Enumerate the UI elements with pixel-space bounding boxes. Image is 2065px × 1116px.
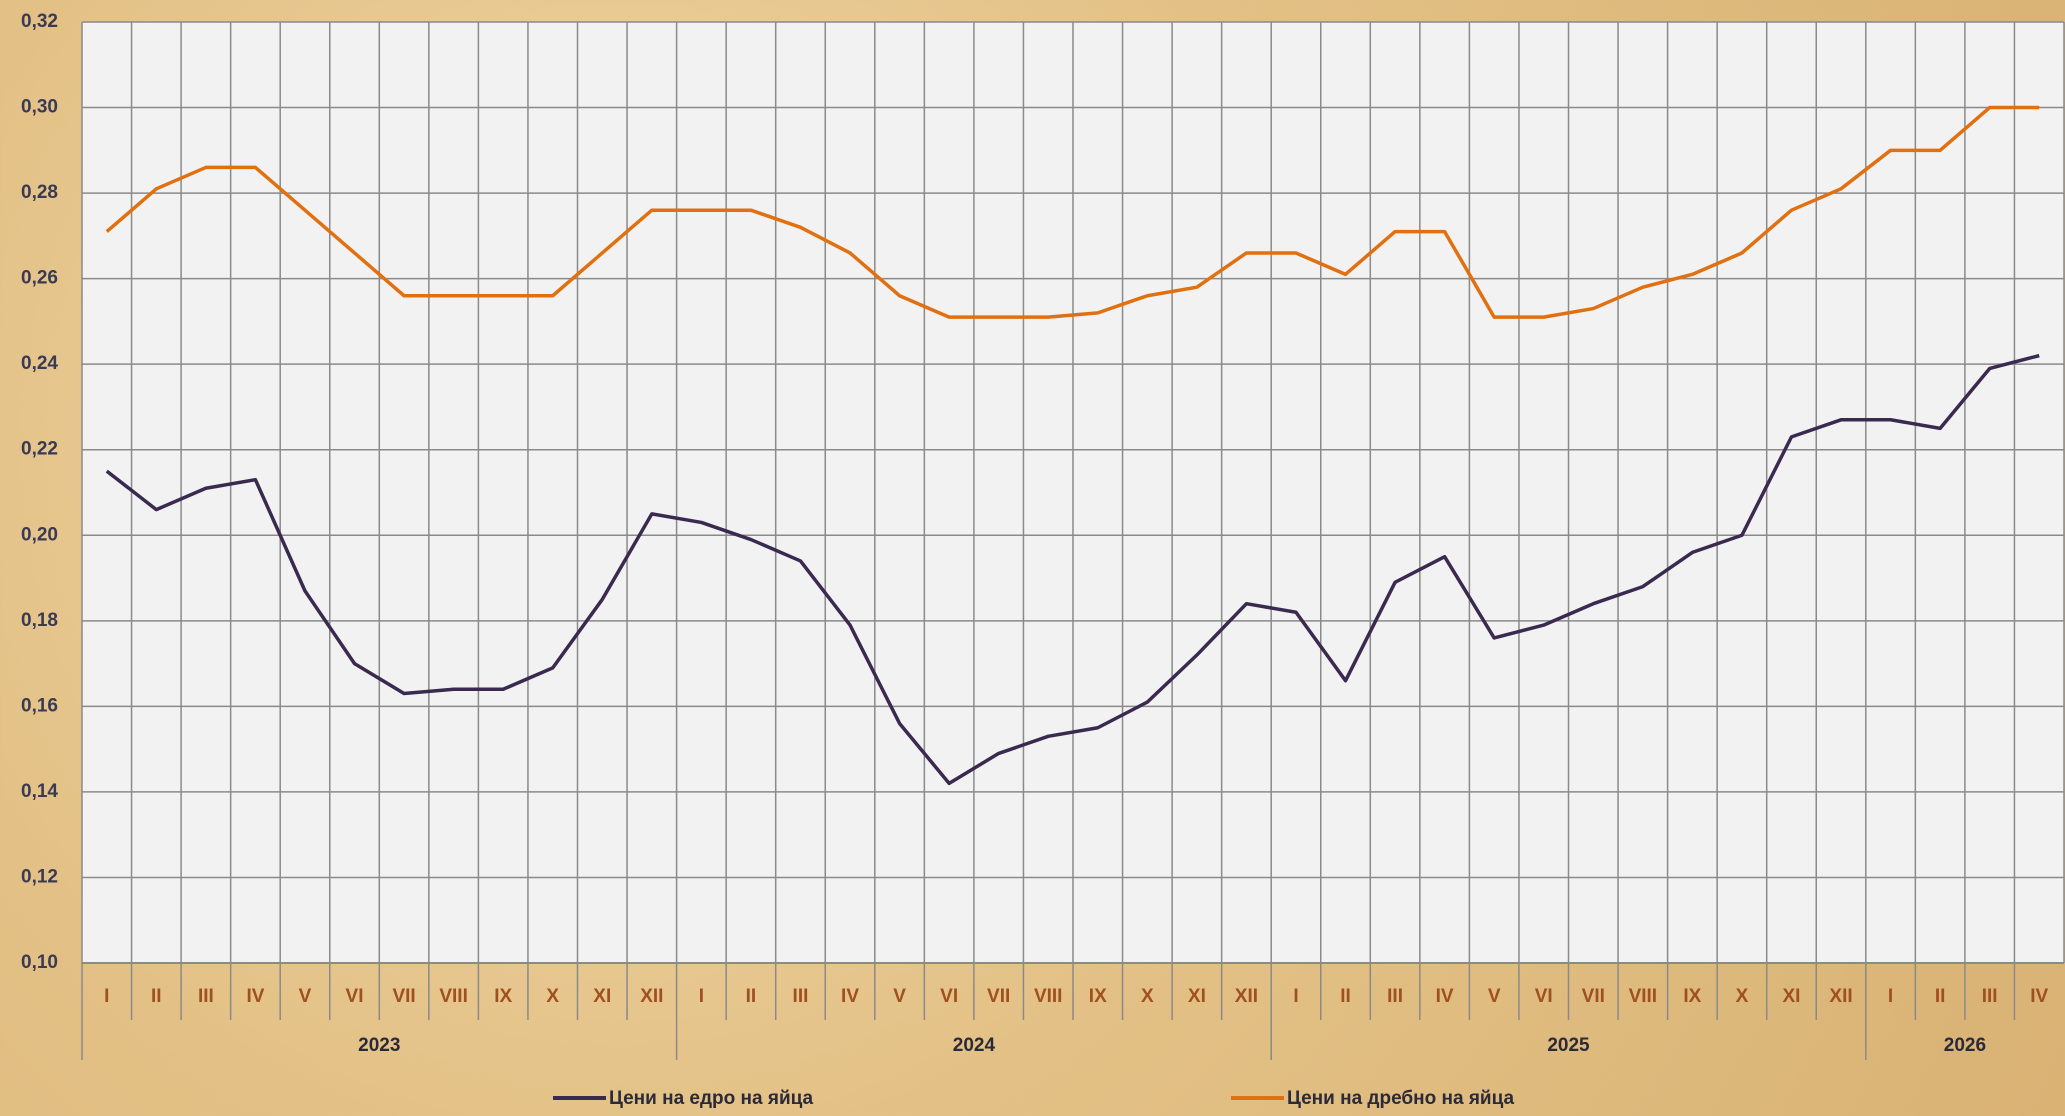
x-tick-label: X	[1141, 986, 1154, 1007]
x-tick-label: II	[1935, 986, 1946, 1007]
y-tick-label: 0,26	[21, 268, 58, 289]
y-tick-label: 0,12	[21, 866, 58, 887]
x-tick-label: VIII	[1034, 986, 1063, 1007]
y-tick-label: 0,20	[21, 524, 58, 545]
x-tick-label: VIII	[1629, 986, 1658, 1007]
x-tick-label: VI	[1535, 986, 1553, 1007]
y-tick-label: 0,24	[21, 353, 58, 374]
x-tick-label: III	[793, 986, 809, 1007]
x-tick-label: IX	[1683, 986, 1701, 1007]
x-tick-label: IX	[494, 986, 512, 1007]
x-tick-label: I	[1293, 986, 1298, 1007]
legend-label: Цени на дребно на яйца	[1287, 1088, 1515, 1109]
y-tick-label: 0,22	[21, 439, 58, 460]
x-tick-label: II	[151, 986, 162, 1007]
x-tick-label: X	[1736, 986, 1749, 1007]
x-tick-label: IV	[246, 986, 264, 1007]
y-tick-label: 0,28	[21, 182, 58, 203]
x-tick-label: I	[699, 986, 704, 1007]
y-tick-label: 0,16	[21, 695, 58, 716]
x-tick-label: X	[546, 986, 559, 1007]
x-tick-label: I	[1888, 986, 1893, 1007]
series-line	[105, 353, 2040, 786]
x-tick-label: VI	[940, 986, 958, 1007]
x-tick-label: VII	[1582, 986, 1605, 1007]
x-tick-label: XII	[1235, 986, 1258, 1007]
x-tick-label: II	[746, 986, 757, 1007]
x-tick-label: XI	[1188, 986, 1206, 1007]
year-label: 2026	[1944, 1035, 1986, 1056]
x-tick-label: XI	[593, 986, 611, 1007]
x-tick-label: VIII	[439, 986, 468, 1007]
series-line	[105, 105, 2040, 319]
x-tick-label: XII	[1829, 986, 1852, 1007]
x-tick-label: V	[893, 986, 906, 1007]
legend-label: Цени на едро на яйца	[609, 1088, 814, 1109]
x-tick-label: III	[1982, 986, 1998, 1007]
year-label: 2025	[1547, 1035, 1590, 1056]
x-tick-label: VII	[392, 986, 415, 1007]
y-tick-label: 0,10	[21, 952, 58, 973]
x-tick-label: V	[1488, 986, 1501, 1007]
x-tick-label: XII	[640, 986, 663, 1007]
x-tick-label: XI	[1782, 986, 1800, 1007]
x-tick-label: V	[299, 986, 312, 1007]
y-tick-label: 0,18	[21, 610, 58, 631]
x-tick-label: I	[104, 986, 109, 1007]
x-tick-label: IV	[1436, 986, 1454, 1007]
year-label: 2024	[953, 1035, 996, 1056]
x-tick-label: IV	[841, 986, 859, 1007]
x-tick-label: VII	[987, 986, 1010, 1007]
x-tick-label: II	[1340, 986, 1351, 1007]
x-tick-label: III	[198, 986, 214, 1007]
year-label: 2023	[358, 1035, 400, 1056]
x-tick-label: III	[1387, 986, 1403, 1007]
y-tick-label: 0,30	[21, 97, 58, 118]
x-tick-label: IV	[2030, 986, 2048, 1007]
y-tick-label: 0,32	[21, 11, 58, 32]
x-tick-label: IX	[1089, 986, 1107, 1007]
y-tick-label: 0,14	[21, 781, 58, 802]
x-tick-label: VI	[346, 986, 364, 1007]
